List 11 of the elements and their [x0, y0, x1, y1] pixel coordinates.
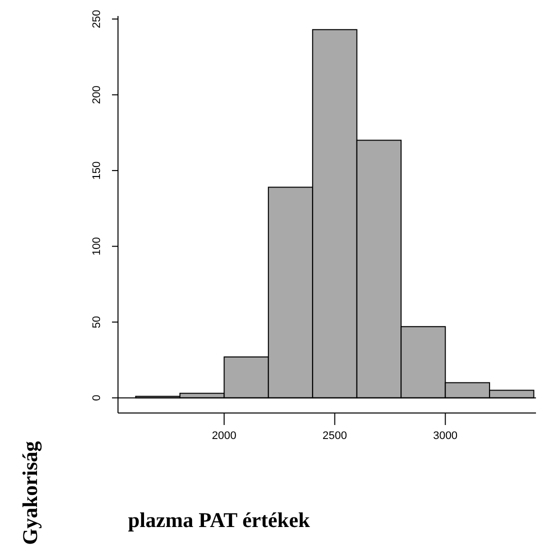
y-tick-label: 200: [91, 86, 103, 104]
y-tick-label: 250: [91, 10, 103, 28]
x-tick-label: 3000: [433, 430, 458, 442]
x-tick-label: 2000: [212, 430, 236, 442]
y-tick-label: 50: [91, 316, 103, 328]
y-tick-label: 0: [91, 394, 103, 401]
x-tick-label: 2500: [322, 430, 347, 442]
y-tick-label: 150: [91, 161, 103, 180]
x-axis-title: plazma PAT értékek: [128, 508, 310, 533]
y-axis-title: Gyakoriság: [18, 440, 42, 547]
y-tick-label: 100: [91, 237, 103, 256]
